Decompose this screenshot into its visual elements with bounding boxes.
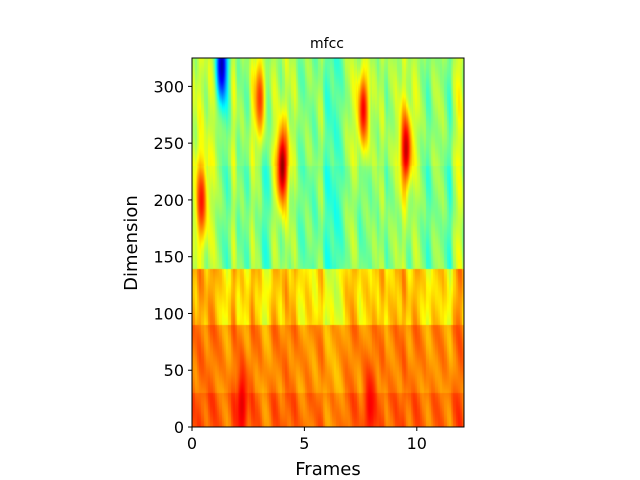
heatmap-plot-area xyxy=(192,58,464,427)
x-tick-label: 0 xyxy=(187,434,197,453)
y-tick-label: 250 xyxy=(153,134,184,153)
y-tick-label: 100 xyxy=(153,304,184,323)
x-tick-label: 5 xyxy=(299,434,309,453)
y-axis: 0 50 100 150 200 250 300 xyxy=(153,77,192,437)
x-axis-label: Frames xyxy=(295,459,360,480)
heatmap-canvas xyxy=(192,58,464,427)
x-tick-label: 10 xyxy=(407,434,427,453)
y-tick-label: 0 xyxy=(174,418,184,437)
y-tick-label: 150 xyxy=(153,248,184,267)
y-tick-label: 50 xyxy=(164,361,184,380)
y-tick-label: 300 xyxy=(153,77,184,96)
y-axis-label: Dimension xyxy=(121,195,142,291)
x-axis: 0 5 10 xyxy=(187,427,427,453)
chart-title: mfcc xyxy=(310,36,344,52)
y-tick-label: 200 xyxy=(153,191,184,210)
